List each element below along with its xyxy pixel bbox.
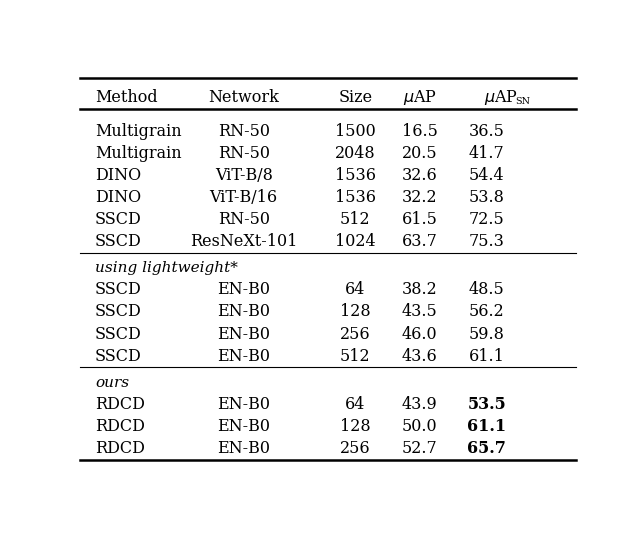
Text: 512: 512 <box>340 211 371 228</box>
Text: EN-B0: EN-B0 <box>217 440 270 457</box>
Text: 61.5: 61.5 <box>402 211 438 228</box>
Text: 36.5: 36.5 <box>468 123 505 140</box>
Text: SSCD: SSCD <box>95 347 141 364</box>
Text: 43.9: 43.9 <box>402 396 438 413</box>
Text: $\mu$AP: $\mu$AP <box>403 88 436 107</box>
Text: EN-B0: EN-B0 <box>217 347 270 364</box>
Text: 2048: 2048 <box>335 145 376 162</box>
Text: Size: Size <box>338 89 372 106</box>
Text: 16.5: 16.5 <box>402 123 438 140</box>
Text: RN-50: RN-50 <box>218 145 269 162</box>
Text: 38.2: 38.2 <box>402 282 438 299</box>
Text: DINO: DINO <box>95 189 141 206</box>
Text: 128: 128 <box>340 304 371 321</box>
Text: EN-B0: EN-B0 <box>217 282 270 299</box>
Text: 59.8: 59.8 <box>468 326 505 342</box>
Text: ours: ours <box>95 375 129 390</box>
Text: 1536: 1536 <box>335 189 376 206</box>
Text: RDCD: RDCD <box>95 440 145 457</box>
Text: 63.7: 63.7 <box>402 233 438 250</box>
Text: 65.7: 65.7 <box>467 440 506 457</box>
Text: 1500: 1500 <box>335 123 376 140</box>
Text: 1536: 1536 <box>335 167 376 184</box>
Text: RN-50: RN-50 <box>218 123 269 140</box>
Text: 32.2: 32.2 <box>402 189 438 206</box>
Text: 61.1: 61.1 <box>468 347 505 364</box>
Text: RN-50: RN-50 <box>218 211 269 228</box>
Text: ViT-B/8: ViT-B/8 <box>215 167 273 184</box>
Text: SSCD: SSCD <box>95 304 141 321</box>
Text: Multigrain: Multigrain <box>95 123 182 140</box>
Text: EN-B0: EN-B0 <box>217 396 270 413</box>
Text: 41.7: 41.7 <box>469 145 504 162</box>
Text: Network: Network <box>208 89 279 106</box>
Text: EN-B0: EN-B0 <box>217 418 270 435</box>
Text: 50.0: 50.0 <box>402 418 438 435</box>
Text: 1024: 1024 <box>335 233 376 250</box>
Text: SN: SN <box>515 96 531 106</box>
Text: SSCD: SSCD <box>95 233 141 250</box>
Text: 256: 256 <box>340 326 371 342</box>
Text: SSCD: SSCD <box>95 326 141 342</box>
Text: 512: 512 <box>340 347 371 364</box>
Text: Method: Method <box>95 89 157 106</box>
Text: using lightweight*: using lightweight* <box>95 261 237 275</box>
Text: EN-B0: EN-B0 <box>217 304 270 321</box>
Text: 52.7: 52.7 <box>402 440 438 457</box>
Text: ResNeXt-101: ResNeXt-101 <box>190 233 298 250</box>
Text: 64: 64 <box>345 282 365 299</box>
Text: 53.8: 53.8 <box>468 189 505 206</box>
Text: 43.5: 43.5 <box>402 304 438 321</box>
Text: 20.5: 20.5 <box>402 145 438 162</box>
Text: RDCD: RDCD <box>95 396 145 413</box>
Text: 56.2: 56.2 <box>469 304 504 321</box>
Text: 32.6: 32.6 <box>402 167 438 184</box>
Text: 256: 256 <box>340 440 371 457</box>
Text: 75.3: 75.3 <box>468 233 505 250</box>
Text: SSCD: SSCD <box>95 211 141 228</box>
Text: EN-B0: EN-B0 <box>217 326 270 342</box>
Text: SSCD: SSCD <box>95 282 141 299</box>
Text: 72.5: 72.5 <box>469 211 504 228</box>
Text: 54.4: 54.4 <box>469 167 504 184</box>
Text: $\mu$AP: $\mu$AP <box>484 88 518 107</box>
Text: 53.5: 53.5 <box>467 396 506 413</box>
Text: 48.5: 48.5 <box>469 282 504 299</box>
Text: 46.0: 46.0 <box>402 326 438 342</box>
Text: 43.6: 43.6 <box>402 347 438 364</box>
Text: Multigrain: Multigrain <box>95 145 182 162</box>
Text: 61.1: 61.1 <box>467 418 506 435</box>
Text: ViT-B/16: ViT-B/16 <box>210 189 278 206</box>
Text: DINO: DINO <box>95 167 141 184</box>
Text: 128: 128 <box>340 418 371 435</box>
Text: RDCD: RDCD <box>95 418 145 435</box>
Text: 64: 64 <box>345 396 365 413</box>
